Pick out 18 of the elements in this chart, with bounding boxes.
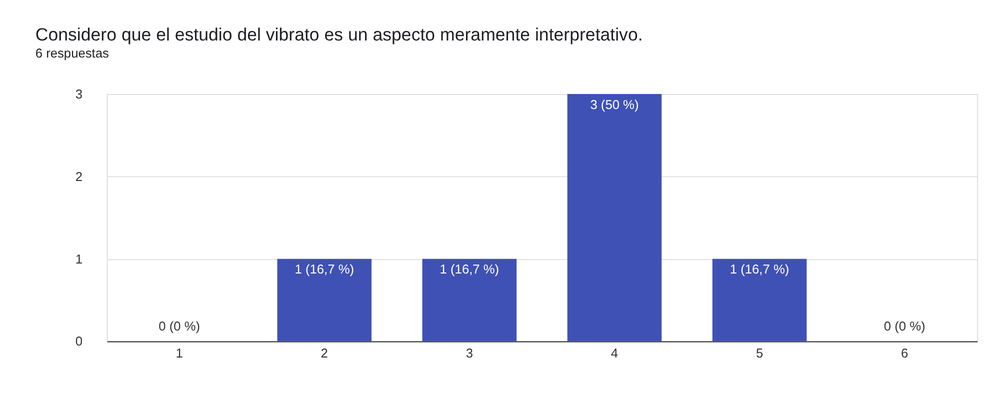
x-tick-label: 1: [176, 346, 183, 361]
x-tick-label: 5: [756, 346, 764, 361]
data-label: 1 (16,7 %): [294, 262, 354, 277]
x-tick-label: 3: [466, 346, 474, 361]
x-tick-label: 2: [320, 346, 328, 361]
data-label: 3 (50 %): [590, 96, 639, 112]
data-label: 1 (16,7 %): [730, 262, 790, 277]
x-tick-label: 6: [901, 346, 908, 361]
y-tick-label: 1: [75, 251, 83, 266]
x-tick-label: 4: [610, 346, 618, 361]
y-tick-label: 2: [75, 168, 83, 184]
data-label: 1 (16,7 %): [440, 262, 500, 277]
y-tick-label: 3: [75, 86, 83, 102]
data-label: 0 (0 %): [884, 318, 926, 334]
chart-title: Considero que el estudio del vibrato es un aspecto meramente interpretativo.: [35, 24, 643, 45]
y-tick-label: 0: [75, 334, 83, 349]
data-label: 0 (0 %): [158, 318, 200, 334]
chart-subtitle: 6 respuestas: [35, 45, 109, 60]
